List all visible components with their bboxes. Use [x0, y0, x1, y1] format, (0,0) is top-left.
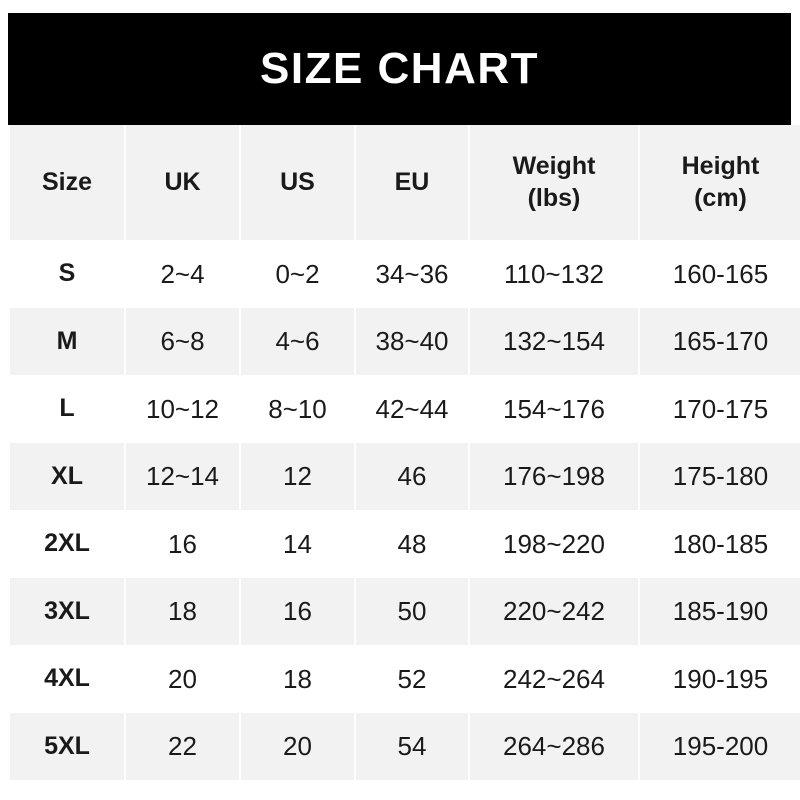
cell-height: 195-200	[640, 712, 800, 780]
column-header-weight-line1: Weight	[512, 152, 596, 181]
page-title: SIZE CHART	[260, 44, 539, 93]
cell-height: 185-190	[640, 577, 800, 645]
cell-eu: 38~40	[356, 307, 468, 375]
table-row: 4XL 20 18 52 242~264 190-195	[10, 645, 800, 713]
cell-uk: 12~14	[126, 442, 239, 510]
cell-height: 180-185	[640, 510, 800, 578]
table-row: 5XL 22 20 54 264~286 195-200	[10, 712, 800, 780]
cell-us: 14	[241, 510, 354, 578]
cell-height: 165-170	[640, 307, 800, 375]
column-header-us: US	[241, 125, 354, 240]
cell-eu: 34~36	[356, 240, 468, 308]
column-header-height: Height (cm)	[640, 125, 800, 240]
cell-uk: 20	[126, 645, 239, 713]
cell-uk: 18	[126, 577, 239, 645]
cell-uk: 2~4	[126, 240, 239, 308]
column-header-uk-line1: UK	[164, 167, 201, 196]
cell-us: 12	[241, 442, 354, 510]
cell-height: 160-165	[640, 240, 800, 308]
cell-us: 0~2	[241, 240, 354, 308]
column-header-uk: UK	[126, 125, 239, 240]
title-banner: SIZE CHART	[8, 13, 791, 125]
size-chart-table: Size UK US EU Weight (lbs) Height (cm)	[8, 125, 800, 780]
table-header: Size UK US EU Weight (lbs) Height (cm)	[10, 125, 800, 240]
cell-us: 18	[241, 645, 354, 713]
cell-weight: 110~132	[470, 240, 638, 308]
cell-uk: 16	[126, 510, 239, 578]
table-row: M 6~8 4~6 38~40 132~154 165-170	[10, 307, 800, 375]
cell-eu: 48	[356, 510, 468, 578]
row-size-label: L	[10, 375, 124, 443]
column-header-size: Size	[10, 125, 124, 240]
cell-uk: 22	[126, 712, 239, 780]
column-header-us-line1: US	[280, 167, 315, 196]
row-size-label: M	[10, 307, 124, 375]
column-header-height-line1: Height	[681, 152, 760, 181]
row-size-label: S	[10, 240, 124, 308]
cell-weight: 264~286	[470, 712, 638, 780]
table-row: 2XL 16 14 48 198~220 180-185	[10, 510, 800, 578]
cell-weight: 198~220	[470, 510, 638, 578]
cell-height: 170-175	[640, 375, 800, 443]
row-size-label: 3XL	[10, 577, 124, 645]
cell-weight: 220~242	[470, 577, 638, 645]
cell-eu: 52	[356, 645, 468, 713]
column-header-weight: Weight (lbs)	[470, 125, 638, 240]
cell-us: 8~10	[241, 375, 354, 443]
cell-eu: 46	[356, 442, 468, 510]
row-size-label: 2XL	[10, 510, 124, 578]
column-header-eu-line1: EU	[394, 167, 430, 196]
cell-weight: 154~176	[470, 375, 638, 443]
column-header-height-line2: (cm)	[694, 183, 747, 212]
table-body: S 2~4 0~2 34~36 110~132 160-165 M 6~8 4~6 38~40 13…	[10, 240, 800, 780]
cell-eu: 54	[356, 712, 468, 780]
cell-uk: 10~12	[126, 375, 239, 443]
cell-weight: 176~198	[470, 442, 638, 510]
header-row: Size UK US EU Weight (lbs) Height (cm)	[10, 125, 800, 240]
table-row: 3XL 18 16 50 220~242 185-190	[10, 577, 800, 645]
column-header-eu: EU	[356, 125, 468, 240]
row-size-label: 5XL	[10, 712, 124, 780]
row-size-label: XL	[10, 442, 124, 510]
row-size-label: 4XL	[10, 645, 124, 713]
cell-weight: 132~154	[470, 307, 638, 375]
table-row: L 10~12 8~10 42~44 154~176 170-175	[10, 375, 800, 443]
column-header-weight-line2: (lbs)	[527, 183, 581, 212]
cell-us: 20	[241, 712, 354, 780]
column-header-size-line1: Size	[41, 167, 93, 196]
cell-us: 4~6	[241, 307, 354, 375]
cell-weight: 242~264	[470, 645, 638, 713]
table-row: XL 12~14 12 46 176~198 175-180	[10, 442, 800, 510]
cell-uk: 6~8	[126, 307, 239, 375]
cell-height: 175-180	[640, 442, 800, 510]
table-row: S 2~4 0~2 34~36 110~132 160-165	[10, 240, 800, 308]
cell-us: 16	[241, 577, 354, 645]
cell-eu: 42~44	[356, 375, 468, 443]
cell-eu: 50	[356, 577, 468, 645]
cell-height: 190-195	[640, 645, 800, 713]
